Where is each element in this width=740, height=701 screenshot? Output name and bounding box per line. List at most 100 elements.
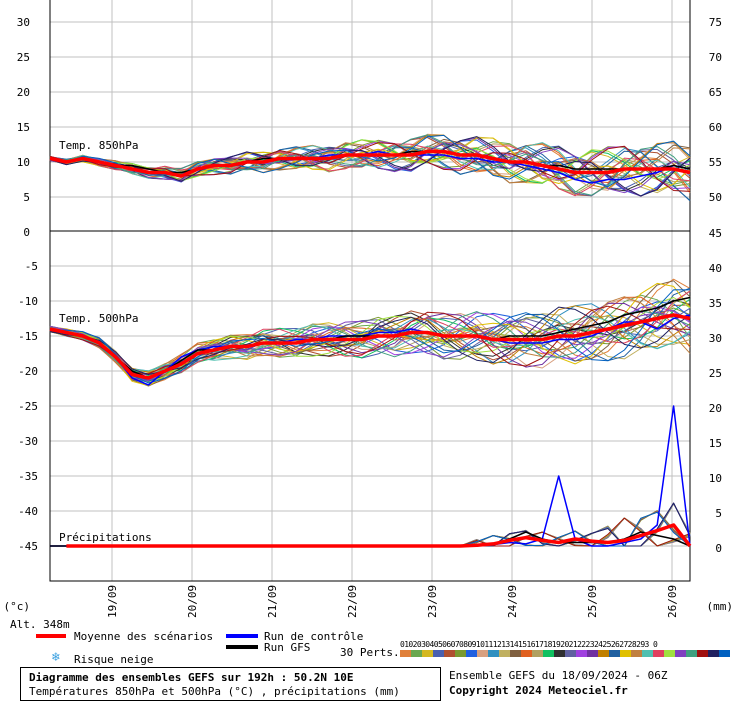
pert-swatch xyxy=(466,650,477,657)
y-unit-label-right: (mm) xyxy=(707,600,734,613)
pert-swatch xyxy=(675,650,686,657)
y-tick-label-500: -5 xyxy=(25,260,38,273)
member-850-series xyxy=(49,143,691,197)
y-tick-label-500: -35 xyxy=(18,470,38,483)
pert-swatch xyxy=(686,650,697,657)
y-tick-label-500: -20 xyxy=(18,365,38,378)
y-tick-label-850: 0 xyxy=(23,226,30,239)
y-tick-label-500: -30 xyxy=(18,435,38,448)
y-tick-label-500-right: 20 xyxy=(709,402,722,415)
pert-swatch xyxy=(576,650,587,657)
x-tick-label: 25/09 xyxy=(586,585,599,618)
panel-label-500: Temp. 500hPa xyxy=(59,312,138,325)
y-tick-label-500-right: 5 xyxy=(715,507,722,520)
copyright: Copyright 2024 Meteociel.fr xyxy=(449,684,628,697)
pert-swatch xyxy=(411,650,422,657)
y-tick-label-500: -15 xyxy=(18,330,38,343)
altitude-label: Alt. 348m xyxy=(10,618,70,631)
y-tick-label-850-right: 50 xyxy=(709,191,722,204)
pert-swatch xyxy=(565,650,576,657)
y-tick-label-850-right: 75 xyxy=(709,16,722,29)
y-tick-label-850: 10 xyxy=(17,156,30,169)
pert-swatch xyxy=(543,650,554,657)
chart-subtitle: Températures 850hPa et 500hPa (°C) , pré… xyxy=(29,685,400,698)
member-500-series xyxy=(49,303,691,372)
y-tick-label-500-right: 0 xyxy=(715,542,722,555)
pert-swatch xyxy=(400,650,411,657)
pert-swatch xyxy=(444,650,455,657)
pert-swatch xyxy=(653,650,664,657)
member-850-series xyxy=(49,142,691,192)
legend-mean-line xyxy=(36,634,66,638)
panel-label-precip: Précipitations xyxy=(59,531,152,544)
x-tick-label: 21/09 xyxy=(266,585,279,618)
x-tick-label: 22/09 xyxy=(346,585,359,618)
chart-title: Diagramme des ensembles GEFS sur 192h : … xyxy=(29,671,354,684)
ensemble-info: Ensemble GEFS du 18/09/2024 - 06Z xyxy=(449,669,668,682)
x-tick-label: 23/09 xyxy=(426,585,439,618)
y-tick-label-500-right: 40 xyxy=(709,262,722,275)
pert-swatch xyxy=(642,650,653,657)
pert-color-swatches xyxy=(400,650,730,658)
pert-swatch xyxy=(422,650,433,657)
member-500-series xyxy=(49,289,691,384)
pert-swatch xyxy=(609,650,620,657)
legend-control-line xyxy=(226,634,258,638)
member-850-series xyxy=(49,134,691,188)
pert-count-label: 30 Perts. xyxy=(340,646,400,659)
legend-gfs-label: Run GFS xyxy=(264,641,311,654)
y-tick-label-850-right: 70 xyxy=(709,51,722,64)
snow-risk-label: Risque neige xyxy=(74,653,154,666)
x-tick-label: 19/09 xyxy=(106,585,119,618)
y-tick-label-850: 20 xyxy=(17,86,30,99)
y-tick-label-850: 5 xyxy=(23,191,30,204)
y-tick-label-850: 15 xyxy=(17,121,30,134)
pert-swatch xyxy=(631,650,642,657)
pert-swatch xyxy=(708,650,719,657)
y-tick-label-500: -25 xyxy=(18,400,38,413)
y-tick-label-850-right: 55 xyxy=(709,156,722,169)
pert-swatch xyxy=(587,650,598,657)
pert-swatch xyxy=(455,650,466,657)
legend-mean-label: Moyenne des scénarios xyxy=(74,630,214,643)
member-500-series xyxy=(49,315,691,372)
member-500-series xyxy=(49,305,691,375)
x-tick-label: 26/09 xyxy=(666,585,679,618)
pert-numbers: 0102030405060708091011121314151617181920… xyxy=(400,640,658,649)
y-tick-label-850-right: 60 xyxy=(709,121,722,134)
x-tick-label: 20/09 xyxy=(186,585,199,618)
y-tick-label-500-right: 45 xyxy=(709,227,722,240)
y-tick-label-500: -45 xyxy=(18,540,38,553)
y-unit-label: (°c) xyxy=(4,600,31,613)
y-tick-label-500: -10 xyxy=(18,295,38,308)
plot-frame xyxy=(49,0,691,582)
pert-swatch xyxy=(719,650,730,657)
member-850-series xyxy=(49,142,691,188)
legend-control-label: Run de contrôle xyxy=(264,630,364,643)
pert-swatch xyxy=(477,650,488,657)
y-tick-label-500-right: 15 xyxy=(709,437,722,450)
mean-500-series xyxy=(49,313,691,380)
y-tick-label-500-right: 30 xyxy=(709,332,722,345)
y-tick-label-500: -40 xyxy=(18,505,38,518)
member-500-series xyxy=(49,307,691,375)
snowflake-icon: ❄ xyxy=(52,650,60,665)
pert-swatch xyxy=(499,650,510,657)
pert-swatch xyxy=(697,650,708,657)
pert-swatch xyxy=(664,650,675,657)
y-tick-label-850-right: 65 xyxy=(709,86,722,99)
x-tick-label: 24/09 xyxy=(506,585,519,618)
panel-label-850: Temp. 850hPa xyxy=(59,139,138,152)
member-500-series xyxy=(49,297,691,383)
pert-swatch xyxy=(554,650,565,657)
legend-gfs-line xyxy=(226,645,258,649)
pert-swatch xyxy=(488,650,499,657)
pert-swatch xyxy=(433,650,444,657)
y-tick-label-850: 30 xyxy=(17,16,30,29)
mean-850-series xyxy=(49,149,691,178)
y-tick-label-850: 25 xyxy=(17,51,30,64)
y-tick-label-500-right: 25 xyxy=(709,367,722,380)
pert-swatch xyxy=(521,650,532,657)
pert-swatch xyxy=(598,650,609,657)
mean-precip-series xyxy=(66,523,692,548)
